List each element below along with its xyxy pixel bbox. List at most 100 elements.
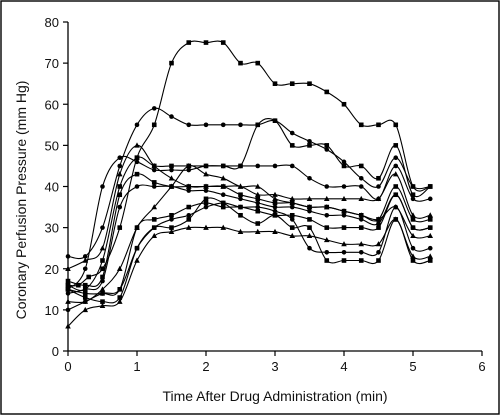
data-point	[307, 208, 312, 214]
data-point	[220, 192, 226, 198]
data-point	[203, 122, 209, 128]
data-point	[134, 245, 140, 251]
data-point	[272, 200, 278, 206]
data-point	[306, 232, 313, 239]
data-point	[186, 40, 192, 45]
data-point	[203, 171, 209, 177]
data-point	[272, 195, 278, 202]
x-tick-label: 5	[409, 359, 416, 374]
data-point	[82, 266, 88, 272]
data-point	[82, 295, 88, 300]
data-point	[324, 258, 330, 263]
axes-layer: 0 10 20 30 40 50 60 70 80 0 1 2 3 4 5 6	[45, 15, 486, 374]
data-point	[220, 163, 226, 169]
data-point	[169, 114, 174, 119]
data-point	[376, 250, 381, 255]
data-point	[169, 60, 174, 66]
data-point	[168, 175, 175, 181]
data-point	[220, 40, 226, 45]
data-point	[427, 245, 433, 251]
x-tick-label: 4	[340, 359, 347, 374]
data-point	[169, 212, 174, 218]
data-point	[410, 253, 416, 259]
data-point	[307, 81, 312, 86]
data-point	[393, 192, 399, 198]
data-point	[341, 208, 347, 214]
data-point	[100, 258, 105, 263]
data-point	[151, 225, 157, 230]
data-point	[307, 138, 312, 144]
data-point	[410, 184, 416, 189]
x-tick-label: 0	[64, 359, 71, 374]
data-point	[220, 224, 227, 230]
data-point	[134, 159, 140, 165]
data-point	[238, 204, 243, 210]
data-point	[117, 295, 123, 300]
data-point	[289, 232, 296, 239]
data-point	[272, 204, 278, 210]
data-point	[358, 163, 364, 169]
data-point	[203, 196, 209, 202]
data-point	[100, 266, 105, 272]
data-point	[134, 122, 140, 128]
data-point	[151, 122, 157, 128]
data-point	[203, 163, 209, 169]
data-point	[185, 162, 192, 169]
data-point	[203, 224, 209, 230]
data-point	[151, 204, 158, 210]
data-point	[323, 204, 330, 210]
data-point	[427, 232, 434, 239]
data-point	[307, 217, 312, 222]
series-line	[67, 117, 431, 292]
data-point	[272, 212, 278, 218]
data-point	[151, 106, 157, 111]
data-point	[376, 221, 381, 226]
data-point	[358, 241, 365, 247]
data-point	[82, 306, 89, 313]
x-tick-label: 2	[202, 359, 209, 374]
data-point	[341, 250, 347, 255]
data-point	[117, 155, 123, 161]
data-point	[427, 253, 434, 259]
data-point	[168, 228, 175, 234]
data-point	[410, 196, 416, 202]
data-point	[76, 282, 81, 288]
data-point	[254, 191, 261, 197]
y-tick-label: 0	[52, 344, 59, 359]
data-point	[410, 232, 416, 239]
series-line	[67, 202, 431, 311]
data-point	[341, 159, 347, 165]
data-point	[375, 216, 382, 222]
data-point	[358, 195, 365, 202]
data-point	[341, 258, 347, 263]
data-point	[100, 225, 105, 230]
data-point	[324, 212, 330, 218]
data-point	[203, 40, 209, 45]
data-point	[220, 122, 226, 128]
data-point	[376, 258, 381, 263]
data-point	[289, 225, 295, 230]
data-point	[427, 225, 433, 230]
data-point	[272, 163, 278, 169]
data-point	[289, 199, 296, 206]
data-point	[238, 122, 243, 128]
data-point	[117, 184, 123, 189]
series-line	[67, 173, 431, 288]
data-point	[134, 257, 140, 263]
data-point	[238, 212, 243, 218]
data-point	[272, 81, 278, 86]
data-point	[289, 217, 295, 222]
data-point	[186, 217, 192, 222]
data-point	[323, 236, 330, 243]
data-point	[186, 188, 192, 193]
data-point	[376, 184, 381, 189]
data-point	[117, 204, 123, 210]
data-point	[186, 167, 192, 173]
data-point	[289, 195, 296, 202]
data-point	[393, 184, 399, 189]
x-tick-label: 3	[271, 359, 278, 374]
data-point	[134, 155, 140, 161]
data-point	[151, 180, 157, 185]
y-axis-title: Coronary Perfusion Pressure (mm Hg)	[13, 81, 29, 320]
